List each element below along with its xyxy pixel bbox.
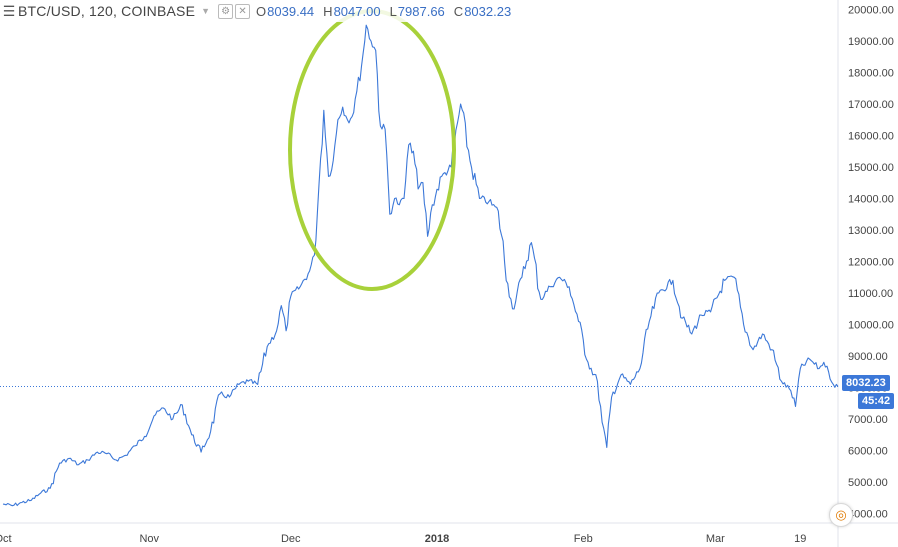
y-tick-label: 12000.00 [848,257,894,269]
x-tick-label: Mar [706,533,725,545]
y-tick-label: 17000.00 [848,99,894,111]
y-tick-label: 7000.00 [848,414,888,426]
x-tick-label: Nov [139,533,159,545]
symbol-label[interactable]: BTC/USD, 120, COINBASE [18,3,196,19]
series-line [2,24,839,507]
y-tick-label: 18000.00 [848,67,894,79]
time-axis[interactable]: Oct Nov Dec 2018 Feb Mar 19 [0,533,806,545]
y-tick-label: 10000.00 [848,320,894,332]
y-tick-label: 16000.00 [848,130,894,142]
countdown-badge: 45:42 [858,393,895,409]
y-tick-label: 15000.00 [848,162,894,174]
y-tick-label: 9000.00 [848,351,888,363]
highlight-ellipse [288,9,456,291]
y-tick-label: 11000.00 [848,288,893,300]
x-tick-label: Oct [0,533,12,545]
price-axis[interactable]: 20000.00 19000.00 18000.00 17000.00 16000.00… [848,4,894,520]
x-tick-label: Feb [574,533,593,545]
y-tick-label: 4000.00 [848,509,888,521]
settings-icon[interactable]: ⚙ [218,3,234,19]
low-value: L7987.66 [389,3,445,19]
chart-legend: ☰ BTC/USD, 120, COINBASE ▼ ⚙ ✕ O8039.44 … [0,0,521,22]
y-tick-label: 20000.00 [848,4,894,16]
chevron-down-icon[interactable]: ▼ [201,6,211,16]
logo-icon[interactable]: ◎ [829,503,853,527]
y-tick-label: 14000.00 [848,193,894,205]
high-value: H8047.00 [323,3,381,19]
x-tick-label: Dec [281,533,301,545]
current-price-badge: 8032.23 [842,375,890,391]
hamburger-icon[interactable]: ☰ [2,2,16,19]
x-tick-label: 19 [794,533,806,545]
close-icon[interactable]: ✕ [235,3,251,19]
y-tick-label: 6000.00 [848,446,888,458]
x-tick-label: 2018 [425,533,449,545]
y-tick-label: 5000.00 [848,477,888,489]
close-value: C8032.23 [453,3,512,19]
y-tick-label: 13000.00 [848,225,894,237]
y-tick-label: 19000.00 [848,36,894,48]
open-value: O8039.44 [256,3,315,19]
